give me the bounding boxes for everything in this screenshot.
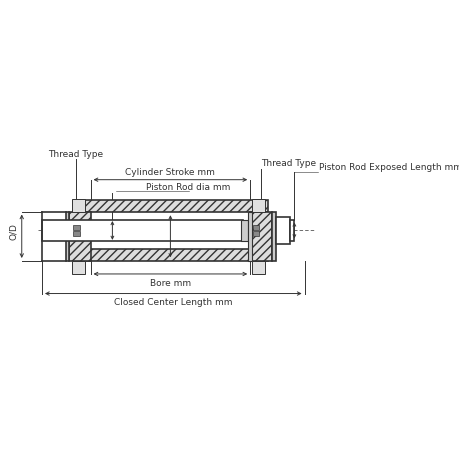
Bar	[250, 212, 271, 261]
Bar	[247, 212, 252, 261]
Bar	[66, 212, 69, 261]
Bar	[73, 232, 80, 236]
Bar	[79, 250, 268, 261]
Text: Piston Rod dia mm: Piston Rod dia mm	[146, 182, 230, 191]
Text: Thread Type: Thread Type	[49, 150, 103, 159]
Bar	[79, 201, 268, 212]
Text: O/D: O/D	[9, 223, 18, 239]
Text: Closed Center Length mm: Closed Center Length mm	[114, 297, 232, 307]
Bar	[72, 261, 84, 274]
Bar	[252, 232, 258, 236]
Text: Piston Rod Exposed Length mm: Piston Rod Exposed Length mm	[319, 162, 459, 172]
Bar	[275, 218, 290, 244]
Text: Bore mm: Bore mm	[150, 278, 190, 287]
Bar	[290, 220, 294, 242]
Bar	[271, 212, 275, 261]
Text: Thread Type: Thread Type	[260, 159, 315, 168]
Bar	[251, 199, 264, 212]
Bar	[251, 261, 264, 274]
Text: Cylinder Stroke mm: Cylinder Stroke mm	[125, 168, 215, 177]
Bar	[240, 221, 247, 241]
Bar	[69, 212, 90, 261]
Bar	[252, 226, 258, 230]
Bar	[72, 199, 84, 212]
Bar	[42, 221, 242, 241]
Bar	[73, 226, 80, 230]
